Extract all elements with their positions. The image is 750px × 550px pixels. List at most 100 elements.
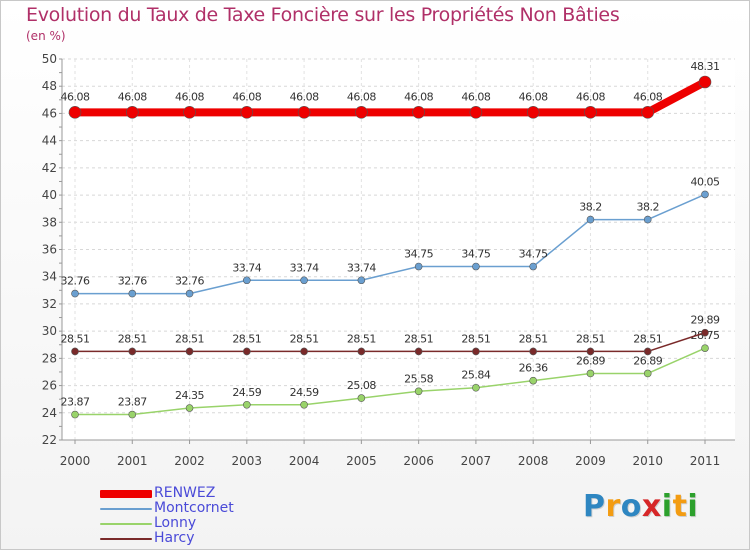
x-tick-label: 2005 (346, 454, 377, 468)
data-point (526, 106, 540, 119)
legend-swatch (100, 538, 152, 540)
chart-legend: RENWEZ Montcornet Lonny Harcy (100, 485, 360, 546)
data-point (243, 347, 251, 356)
data-point (71, 289, 79, 298)
logo-letter: o (620, 489, 642, 524)
data-label: 46.08 (576, 90, 605, 103)
data-label: 38.2 (579, 201, 602, 214)
data-label: 33.74 (347, 261, 376, 274)
data-point (641, 106, 655, 119)
data-label: 28.51 (461, 332, 490, 345)
x-tick-label: 2001 (117, 454, 148, 468)
data-point (586, 369, 595, 378)
legend-swatch (100, 523, 152, 525)
data-point (125, 106, 139, 119)
data-label: 28.51 (61, 332, 90, 345)
data-point (529, 262, 537, 271)
logo-letter: r (605, 489, 621, 524)
data-label: 23.87 (61, 396, 90, 409)
legend-label: Montcornet (154, 500, 234, 516)
data-point (701, 328, 709, 337)
data-point (357, 276, 366, 285)
data-point (701, 344, 709, 352)
data-label: 28.51 (404, 332, 433, 345)
data-label: 46.08 (118, 90, 147, 103)
proxiti-logo: Proxiti (583, 489, 698, 524)
legend-item-montcornet: Montcornet (100, 500, 360, 516)
data-point (698, 75, 712, 89)
y-tick-label: 44 (42, 134, 57, 148)
data-point (701, 190, 709, 199)
x-tick-label: 2010 (632, 454, 663, 468)
data-label: 24.59 (232, 386, 261, 399)
data-label: 28.51 (118, 332, 147, 345)
series-line-harcy (74, 331, 706, 353)
logo-letter: x (641, 489, 662, 524)
data-label: 25.08 (347, 379, 376, 392)
y-tick-label: 46 (42, 106, 57, 120)
logo-letter: i (687, 489, 699, 524)
data-point (643, 347, 652, 356)
data-point (472, 262, 480, 271)
y-tick-label: 40 (42, 188, 57, 202)
data-point (185, 289, 194, 298)
y-tick-label: 30 (42, 324, 57, 338)
data-label: 25.84 (461, 369, 490, 382)
data-label: 24.35 (175, 389, 204, 402)
legend-label: Lonny (154, 515, 197, 531)
legend-item-harcy: Harcy (100, 530, 360, 546)
y-tick-label: 50 (42, 52, 57, 66)
data-label: 40.05 (691, 175, 720, 188)
data-point (128, 289, 137, 298)
data-point (71, 410, 79, 419)
data-label: 28.51 (175, 332, 204, 345)
data-point (472, 347, 480, 356)
data-point (297, 106, 311, 119)
data-point (185, 347, 194, 356)
legend-label: Harcy (154, 530, 195, 546)
data-label: 33.74 (290, 261, 319, 274)
x-tick-label: 2004 (289, 454, 320, 468)
series-line-montcornet (74, 193, 706, 295)
data-point (128, 347, 137, 356)
data-label: 32.76 (175, 275, 204, 288)
x-tick-label: 2011 (690, 454, 721, 468)
data-point (300, 400, 308, 409)
data-label: 28.51 (232, 332, 261, 345)
logo-letter: t (672, 489, 688, 524)
chart-title: Evolution du Taux de Taxe Foncière sur l… (26, 4, 620, 26)
data-point (357, 347, 366, 356)
data-label: 28.51 (290, 332, 319, 345)
data-label: 24.59 (290, 386, 319, 399)
y-tick-label: 36 (42, 243, 57, 257)
legend-swatch (100, 490, 152, 498)
legend-item-renwez: RENWEZ (100, 485, 360, 501)
y-tick-label: 42 (42, 161, 57, 175)
data-point (414, 347, 423, 356)
data-point (584, 106, 597, 119)
data-label: 46.08 (175, 90, 204, 103)
data-point (529, 347, 537, 356)
data-label: 23.87 (118, 396, 147, 409)
data-label: 46.08 (404, 90, 433, 103)
data-label: 38.2 (636, 201, 659, 214)
data-label: 34.75 (519, 248, 548, 261)
data-label: 26.89 (576, 354, 605, 367)
data-label: 46.08 (347, 90, 376, 103)
data-label: 32.76 (118, 275, 147, 288)
data-point (469, 106, 483, 119)
data-label: 29.89 (691, 314, 720, 327)
data-point (128, 410, 137, 419)
series-line-renwez (71, 77, 709, 117)
data-label: 46.08 (633, 90, 662, 103)
data-point (529, 376, 537, 385)
chart-unit-label: (en %) (26, 29, 66, 43)
data-point (414, 387, 423, 396)
logo-letter: i (661, 489, 673, 524)
data-label: 26.36 (519, 362, 548, 375)
data-label: 33.74 (232, 261, 261, 274)
y-tick-label: 34 (42, 270, 57, 284)
data-label: 25.58 (404, 372, 433, 385)
data-label: 46.08 (232, 90, 261, 103)
